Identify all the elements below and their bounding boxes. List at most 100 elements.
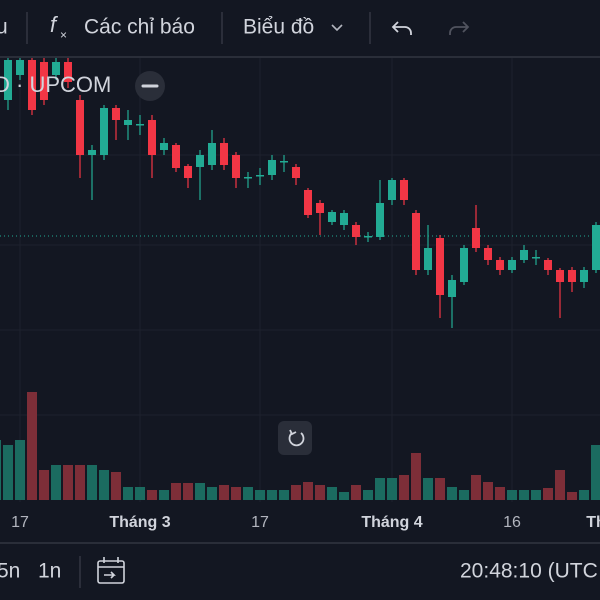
volume-bar — [555, 470, 565, 500]
x-tick-label: Th — [586, 514, 600, 531]
candle-body — [40, 62, 48, 100]
candle-body — [280, 161, 288, 163]
candle-body — [328, 212, 336, 222]
volume-bar — [435, 478, 445, 500]
volume-bar — [375, 478, 385, 500]
candle-body — [580, 270, 588, 282]
candle-body — [340, 213, 348, 225]
candle-body — [28, 60, 36, 110]
redo-button[interactable] — [449, 21, 470, 35]
candle-body — [100, 108, 108, 155]
volume-bar — [447, 487, 457, 500]
candle-body — [292, 167, 300, 178]
candle-body — [160, 143, 168, 150]
volume-bar — [483, 482, 493, 500]
toolbar-item[interactable]: u — [0, 16, 8, 39]
candle-body — [436, 238, 444, 295]
volume-bar — [195, 483, 205, 500]
candle-body — [484, 248, 492, 260]
volume-bar — [15, 440, 25, 500]
candle-body — [472, 228, 480, 248]
candle-body — [256, 175, 264, 177]
candle-body — [172, 145, 180, 168]
candle-body — [448, 280, 456, 297]
volume-bar — [87, 465, 97, 500]
volume-bar — [543, 488, 553, 500]
clock: 20:48:10 (UTC — [460, 560, 598, 583]
volume-bar — [75, 465, 85, 500]
volume-bar — [471, 475, 481, 500]
candle-body — [316, 203, 324, 213]
volume-bar — [339, 492, 349, 500]
volume-bar — [3, 445, 13, 500]
volume-bar — [159, 490, 169, 500]
candle-body — [124, 120, 132, 125]
candle-body — [532, 257, 540, 259]
volume-bar — [135, 487, 145, 500]
candle-body — [88, 150, 96, 155]
volume-bar — [387, 478, 397, 500]
indicators-button[interactable]: Các chỉ báo — [84, 16, 195, 39]
volume-bar — [519, 490, 529, 500]
volume-bar — [579, 490, 589, 500]
volume-bar — [123, 487, 133, 500]
candle-body — [388, 180, 396, 200]
volume-bar — [267, 490, 277, 500]
x-axis: 17 Tháng 3 17 Tháng 4 16 Th — [11, 514, 600, 531]
volume-bar — [219, 485, 229, 500]
candle-body — [268, 160, 276, 175]
volume-bar — [207, 487, 217, 500]
chart-type-button[interactable]: Biểu đồ — [243, 16, 314, 39]
volume-bar — [39, 470, 49, 500]
candle-body — [520, 250, 528, 260]
x-tick-label: 17 — [251, 514, 269, 531]
candle-body — [592, 225, 600, 270]
undo-button[interactable] — [391, 21, 412, 35]
candle-body — [208, 143, 216, 165]
candle-body — [196, 155, 204, 167]
candle-body — [244, 177, 252, 179]
range-button[interactable]: 5n — [0, 560, 20, 583]
volume-bar — [255, 490, 265, 500]
volume-bar — [567, 492, 577, 500]
reset-button[interactable] — [278, 421, 312, 455]
volume-bar — [507, 490, 517, 500]
candle-body — [568, 270, 576, 282]
candle-body — [76, 100, 84, 155]
volume-bar — [51, 465, 61, 500]
x-tick-label: Tháng 3 — [109, 514, 170, 531]
candle-body — [424, 248, 432, 270]
volume-bar — [183, 483, 193, 500]
candle-body — [460, 248, 468, 282]
candle-body — [112, 108, 120, 120]
volume-bar — [531, 490, 541, 500]
candle-body — [496, 260, 504, 270]
candle-body — [364, 236, 372, 238]
x-tick-label: 17 — [11, 514, 29, 531]
candle-body — [52, 62, 60, 75]
candle-body — [64, 62, 72, 82]
chevron[interactable] — [331, 24, 343, 32]
volume-bar — [399, 475, 409, 500]
candle-body — [508, 260, 516, 270]
plot — [0, 58, 600, 500]
volume-bar — [243, 487, 253, 500]
candle-body — [352, 225, 360, 237]
date-range-icon[interactable] — [97, 557, 125, 584]
volume-bar — [363, 490, 373, 500]
candle-body — [148, 120, 156, 155]
volume-bar — [495, 487, 505, 500]
candle-body — [184, 166, 192, 178]
volume-bar — [351, 485, 361, 500]
volume-bar — [99, 470, 109, 500]
volume-bar — [459, 490, 469, 500]
volume-bar — [279, 490, 289, 500]
volume-bar — [315, 485, 325, 500]
candle-body — [4, 60, 12, 100]
volume-bar — [411, 453, 421, 500]
indicators-icon[interactable]: f × — [50, 12, 67, 42]
candle-body — [232, 155, 240, 178]
range-button[interactable]: 1n — [38, 560, 61, 583]
candle-body — [16, 60, 24, 75]
